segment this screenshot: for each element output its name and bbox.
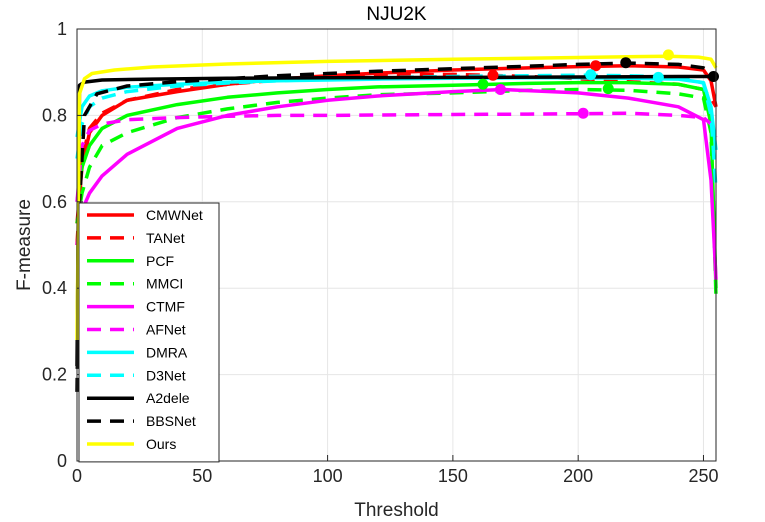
- series-line-ours: [75, 54, 718, 341]
- x-axis-label: Threshold: [354, 500, 439, 521]
- y-tick-label: 0.2: [42, 365, 67, 385]
- series-marker-bbsnet: [620, 57, 632, 69]
- series-marker-d3net: [585, 69, 597, 81]
- legend-label-tanet: TANet: [146, 230, 185, 246]
- series-marker-a2dele: [707, 71, 719, 83]
- series-line-afnet: [75, 111, 718, 202]
- plot-frame: [76, 28, 717, 462]
- x-tick-label: 50: [192, 466, 212, 486]
- series-line-mmci: [75, 87, 718, 297]
- x-tick-label: 250: [688, 466, 718, 486]
- legend-label-afnet: AFNet: [146, 322, 186, 338]
- legend-label-bbsnet: BBSNet: [146, 413, 196, 429]
- legend-box: [78, 202, 220, 463]
- axis-ticks: 0 50 100 150 200 250 0 0.2 0.4 0.6 0.8 1: [42, 19, 719, 486]
- legend-label-ctmf: CTMF: [146, 299, 185, 315]
- series-marker-ours: [662, 49, 674, 61]
- legend-label-a2dele: A2dele: [146, 390, 190, 406]
- x-tick-label: 200: [563, 466, 593, 486]
- y-axis-label: F-measure: [14, 199, 35, 291]
- series-line-ctmf: [75, 87, 718, 280]
- series-marker-afnet: [577, 107, 589, 119]
- legend-label-d3net: D3Net: [146, 367, 186, 383]
- y-tick-label: 1: [57, 19, 67, 39]
- series-marker-pcf: [477, 78, 489, 90]
- chart-title: NJU2K: [366, 4, 427, 25]
- legend-label-mmci: MMCI: [146, 276, 183, 292]
- y-tick-label: 0.8: [42, 105, 67, 125]
- series-lines: [75, 54, 718, 392]
- series-line-pcf: [75, 80, 718, 289]
- series-marker-tanet: [487, 69, 499, 81]
- x-tick-label: 150: [438, 466, 468, 486]
- series-marker-ctmf: [494, 83, 506, 95]
- legend-label-dmra: DMRA: [146, 344, 188, 360]
- series-markers: [477, 49, 719, 119]
- legend-label-cmwnet: CMWNet: [146, 207, 203, 223]
- legend: CMWNet TANet PCF MMCI CTMF AFNet DMRA D3Net A2de…: [78, 202, 220, 463]
- series-marker-cmwnet: [590, 60, 602, 72]
- series-line-bbsnet: [75, 61, 718, 392]
- y-tick-label: 0: [57, 451, 67, 471]
- x-tick-label: 0: [72, 466, 82, 486]
- series-marker-dmra: [652, 71, 664, 83]
- legend-label-ours: Ours: [146, 436, 176, 452]
- series-line-d3net: [75, 73, 718, 189]
- x-tick-label: 100: [313, 466, 343, 486]
- legend-label-pcf: PCF: [146, 253, 174, 269]
- series-marker-mmci: [602, 83, 614, 95]
- y-tick-label: 0.4: [42, 278, 67, 298]
- y-tick-label: 0.6: [42, 192, 67, 212]
